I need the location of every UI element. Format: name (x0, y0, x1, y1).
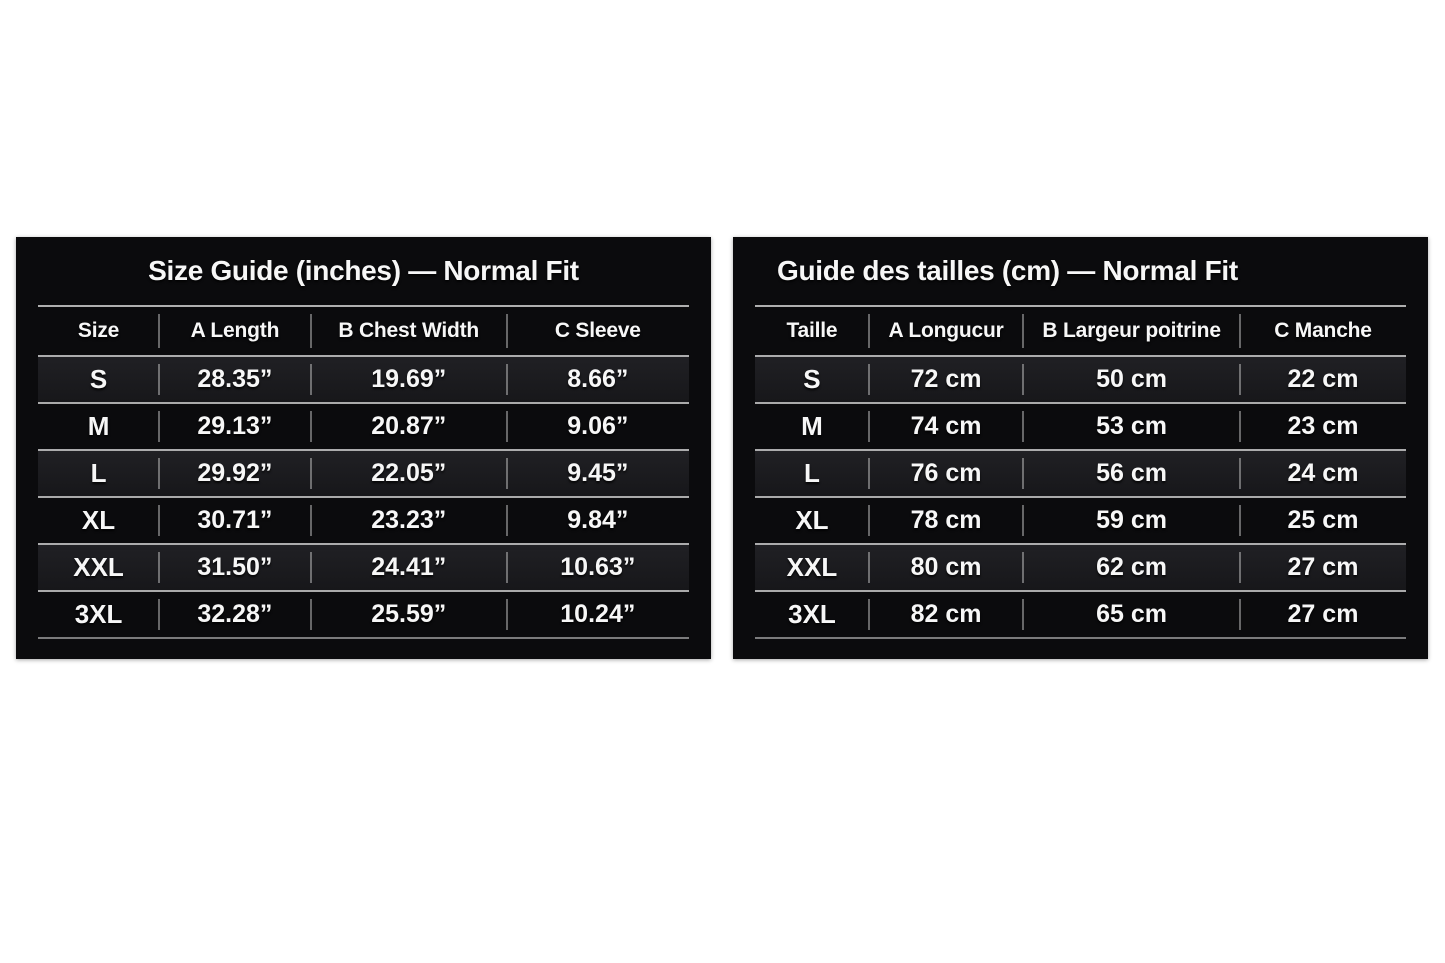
size-cell: XL (795, 505, 829, 535)
size-row: XL 78 cm 59 cm 25 cm (755, 496, 1406, 543)
size-cell: 3XL (788, 599, 836, 629)
value-cell: 50 cm (1022, 357, 1240, 402)
table-body: S 72 cm 50 cm 22 cm M 74 cm 53 cm 23 cm L 76 cm 56… (755, 355, 1406, 637)
value-cell: 62 cm (1022, 545, 1240, 590)
size-row: S 28.35” 19.69” 8.66” (38, 355, 689, 402)
size-row: M 74 cm 53 cm 23 cm (755, 402, 1406, 449)
size-row: L 29.92” 22.05” 9.45” (38, 449, 689, 496)
size-row: M 29.13” 20.87” 9.06” (38, 402, 689, 449)
size-cell: L (804, 458, 820, 488)
column-header-largeur-poitrine: B Largeur poitrine (1022, 307, 1240, 355)
bottom-rule (38, 637, 689, 639)
value-cell: 65 cm (1022, 592, 1240, 637)
size-row: XL 30.71” 23.23” 9.84” (38, 496, 689, 543)
size-cell: L (90, 458, 107, 488)
value-cell: 23 cm (1238, 404, 1406, 449)
value-cell: 8.66” (505, 357, 689, 402)
size-cell: XXL (786, 552, 838, 582)
size-cell: M (87, 411, 110, 441)
value-cell: 24.41” (309, 545, 507, 590)
table-body: S 28.35” 19.69” 8.66” M 29.13” 20.87” 9.06” L 29.… (38, 355, 689, 637)
size-row: 3XL 32.28” 25.59” 10.24” (38, 590, 689, 637)
value-cell: 72 cm (867, 357, 1023, 402)
value-cell: 59 cm (1022, 498, 1240, 543)
size-cell: M (801, 411, 823, 441)
column-header-manche: C Manche (1238, 307, 1406, 355)
size-table-cm: Guide des tailles (cm) — Normal Fit Tail… (733, 237, 1428, 659)
size-row: 3XL 82 cm 65 cm 27 cm (755, 590, 1406, 637)
title-rule (38, 305, 689, 307)
column-header-taille: Taille (786, 319, 838, 342)
table-title: Guide des tailles (cm) — Normal Fit (777, 255, 1238, 286)
column-header-length: A Length (158, 307, 311, 355)
value-cell: 82 cm (867, 592, 1023, 637)
value-cell: 20.87” (309, 404, 507, 449)
value-cell: 9.06” (505, 404, 689, 449)
value-cell: 22 cm (1238, 357, 1406, 402)
value-cell: 28.35” (158, 357, 311, 402)
column-header-chest-width: B Chest Width (309, 307, 507, 355)
value-cell: 9.84” (505, 498, 689, 543)
column-header-size: Size (77, 319, 120, 342)
size-row: S 72 cm 50 cm 22 cm (755, 355, 1406, 402)
value-cell: 31.50” (158, 545, 311, 590)
size-cell: XXL (73, 552, 124, 582)
value-cell: 74 cm (867, 404, 1023, 449)
value-cell: 76 cm (867, 451, 1023, 496)
size-cell: XL (81, 505, 116, 535)
value-cell: 25 cm (1238, 498, 1406, 543)
value-cell: 27 cm (1238, 592, 1406, 637)
value-cell: 24 cm (1238, 451, 1406, 496)
value-cell: 22.05” (309, 451, 507, 496)
value-cell: 80 cm (867, 545, 1023, 590)
size-cell: S (803, 364, 821, 394)
value-cell: 19.69” (309, 357, 507, 402)
value-cell: 53 cm (1022, 404, 1240, 449)
size-cell: 3XL (74, 599, 123, 629)
value-cell: 10.63” (505, 545, 689, 590)
value-cell: 9.45” (505, 451, 689, 496)
value-cell: 29.13” (158, 404, 311, 449)
size-row: L 76 cm 56 cm 24 cm (755, 449, 1406, 496)
title-rule (755, 305, 1406, 307)
bottom-rule (755, 637, 1406, 639)
value-cell: 32.28” (158, 592, 311, 637)
value-cell: 30.71” (158, 498, 311, 543)
column-header-longueur: A Longucur (867, 307, 1023, 355)
table-title: Size Guide (inches) — Normal Fit (148, 255, 579, 286)
header-row: Size A Length B Chest Width C Sleeve (38, 307, 689, 355)
size-row: XXL 80 cm 62 cm 27 cm (755, 543, 1406, 590)
value-cell: 29.92” (158, 451, 311, 496)
size-table-inches: Size Guide (inches) — Normal Fit Size A … (16, 237, 711, 659)
column-header-sleeve: C Sleeve (505, 307, 689, 355)
value-cell: 25.59” (309, 592, 507, 637)
size-cell: S (89, 364, 108, 394)
value-cell: 10.24” (505, 592, 689, 637)
size-row: XXL 31.50” 24.41” 10.63” (38, 543, 689, 590)
header-row: Taille A Longucur B Largeur poitrine C M… (755, 307, 1406, 355)
value-cell: 27 cm (1238, 545, 1406, 590)
value-cell: 78 cm (867, 498, 1023, 543)
value-cell: 23.23” (309, 498, 507, 543)
value-cell: 56 cm (1022, 451, 1240, 496)
